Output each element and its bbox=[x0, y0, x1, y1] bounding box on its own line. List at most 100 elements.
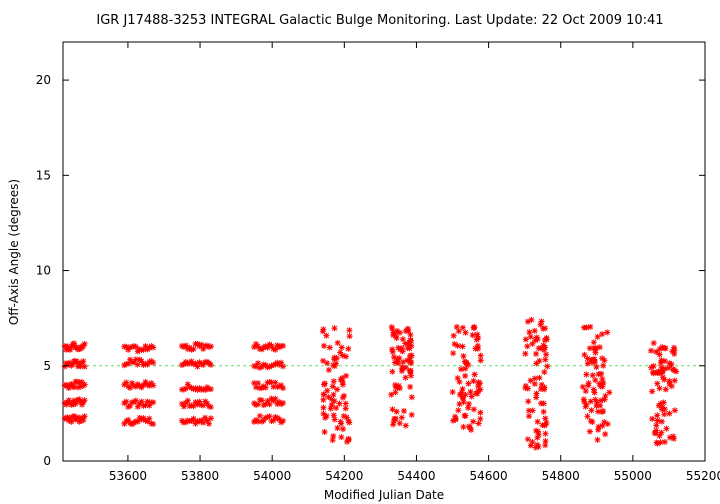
data-point bbox=[262, 384, 269, 391]
data-point bbox=[648, 364, 655, 371]
data-point bbox=[477, 409, 484, 416]
data-point bbox=[666, 377, 673, 384]
data-point bbox=[329, 383, 336, 390]
data-point bbox=[399, 364, 406, 371]
data-point bbox=[76, 396, 83, 403]
y-tick-label: 15 bbox=[36, 168, 51, 182]
data-point bbox=[458, 366, 465, 373]
data-point bbox=[661, 411, 668, 418]
data-point bbox=[648, 347, 655, 354]
data-point bbox=[459, 343, 466, 350]
data-point bbox=[321, 428, 328, 435]
data-point bbox=[527, 377, 534, 384]
data-point bbox=[398, 367, 405, 374]
data-point bbox=[343, 372, 350, 379]
data-point bbox=[654, 380, 661, 387]
data-point bbox=[80, 358, 87, 365]
data-point bbox=[475, 382, 482, 389]
data-point bbox=[531, 380, 538, 387]
data-point bbox=[606, 389, 613, 396]
data-point bbox=[467, 388, 474, 395]
data-point bbox=[538, 400, 545, 407]
data-point bbox=[272, 395, 279, 402]
x-tick-label: 54400 bbox=[397, 469, 435, 483]
data-point bbox=[531, 327, 538, 334]
data-point bbox=[81, 413, 88, 420]
data-point bbox=[602, 431, 609, 438]
data-point bbox=[666, 410, 673, 417]
data-point bbox=[320, 404, 327, 411]
data-point bbox=[590, 386, 597, 393]
data-point bbox=[402, 374, 409, 381]
data-point bbox=[338, 344, 345, 351]
data-point bbox=[333, 404, 340, 411]
data-point bbox=[398, 414, 405, 421]
data-point bbox=[337, 349, 344, 356]
data-point bbox=[657, 400, 664, 407]
data-point bbox=[534, 428, 541, 435]
x-tick-label: 53600 bbox=[109, 469, 147, 483]
data-point bbox=[542, 415, 549, 422]
data-point bbox=[580, 396, 587, 403]
data-point bbox=[459, 386, 466, 393]
data-point bbox=[581, 351, 588, 358]
data-point bbox=[455, 328, 462, 335]
data-point bbox=[534, 434, 541, 441]
data-point bbox=[320, 342, 327, 349]
data-point bbox=[81, 340, 88, 347]
data-point bbox=[597, 402, 604, 409]
data-point bbox=[321, 380, 328, 387]
data-point bbox=[462, 412, 469, 419]
data-point bbox=[542, 442, 549, 449]
data-point bbox=[400, 407, 407, 414]
data-point bbox=[325, 394, 332, 401]
data-point bbox=[346, 327, 353, 334]
data-point bbox=[451, 341, 458, 348]
data-point bbox=[469, 332, 476, 339]
data-point bbox=[671, 407, 678, 414]
data-point bbox=[455, 407, 462, 414]
data-point bbox=[663, 425, 670, 432]
data-point bbox=[534, 441, 541, 448]
data-point bbox=[398, 345, 405, 352]
data-point bbox=[331, 416, 338, 423]
data-point bbox=[402, 340, 409, 347]
data-point bbox=[207, 404, 214, 411]
chart-title: IGR J17488-3253 INTEGRAL Galactic Bulge … bbox=[96, 13, 663, 28]
data-point bbox=[524, 436, 531, 443]
data-point bbox=[338, 434, 345, 441]
x-axis-label: Modified Julian Date bbox=[324, 488, 444, 502]
data-point bbox=[200, 345, 207, 352]
data-point bbox=[653, 422, 660, 429]
data-point bbox=[323, 412, 330, 419]
data-point bbox=[599, 331, 606, 338]
data-point bbox=[586, 428, 593, 435]
data-point bbox=[258, 397, 265, 404]
data-point bbox=[395, 382, 402, 389]
data-point bbox=[541, 386, 548, 393]
data-point bbox=[582, 388, 589, 395]
data-point bbox=[389, 348, 396, 355]
data-point bbox=[207, 361, 214, 368]
data-point bbox=[594, 333, 601, 340]
data-point bbox=[474, 390, 481, 397]
data-point bbox=[592, 346, 599, 353]
data-point bbox=[604, 329, 611, 336]
data-point bbox=[330, 433, 337, 440]
data-point bbox=[537, 321, 544, 328]
data-point bbox=[661, 406, 668, 413]
data-point bbox=[396, 420, 403, 427]
data-point bbox=[334, 386, 341, 393]
data-point bbox=[81, 381, 88, 388]
data-point bbox=[389, 368, 396, 375]
data-point bbox=[389, 406, 396, 413]
data-point bbox=[456, 391, 463, 398]
data-point bbox=[666, 360, 673, 367]
data-point bbox=[470, 418, 477, 425]
data-point bbox=[330, 412, 337, 419]
data-point bbox=[345, 345, 352, 352]
data-point bbox=[477, 386, 484, 393]
data-point bbox=[670, 433, 677, 440]
data-point bbox=[477, 352, 484, 359]
